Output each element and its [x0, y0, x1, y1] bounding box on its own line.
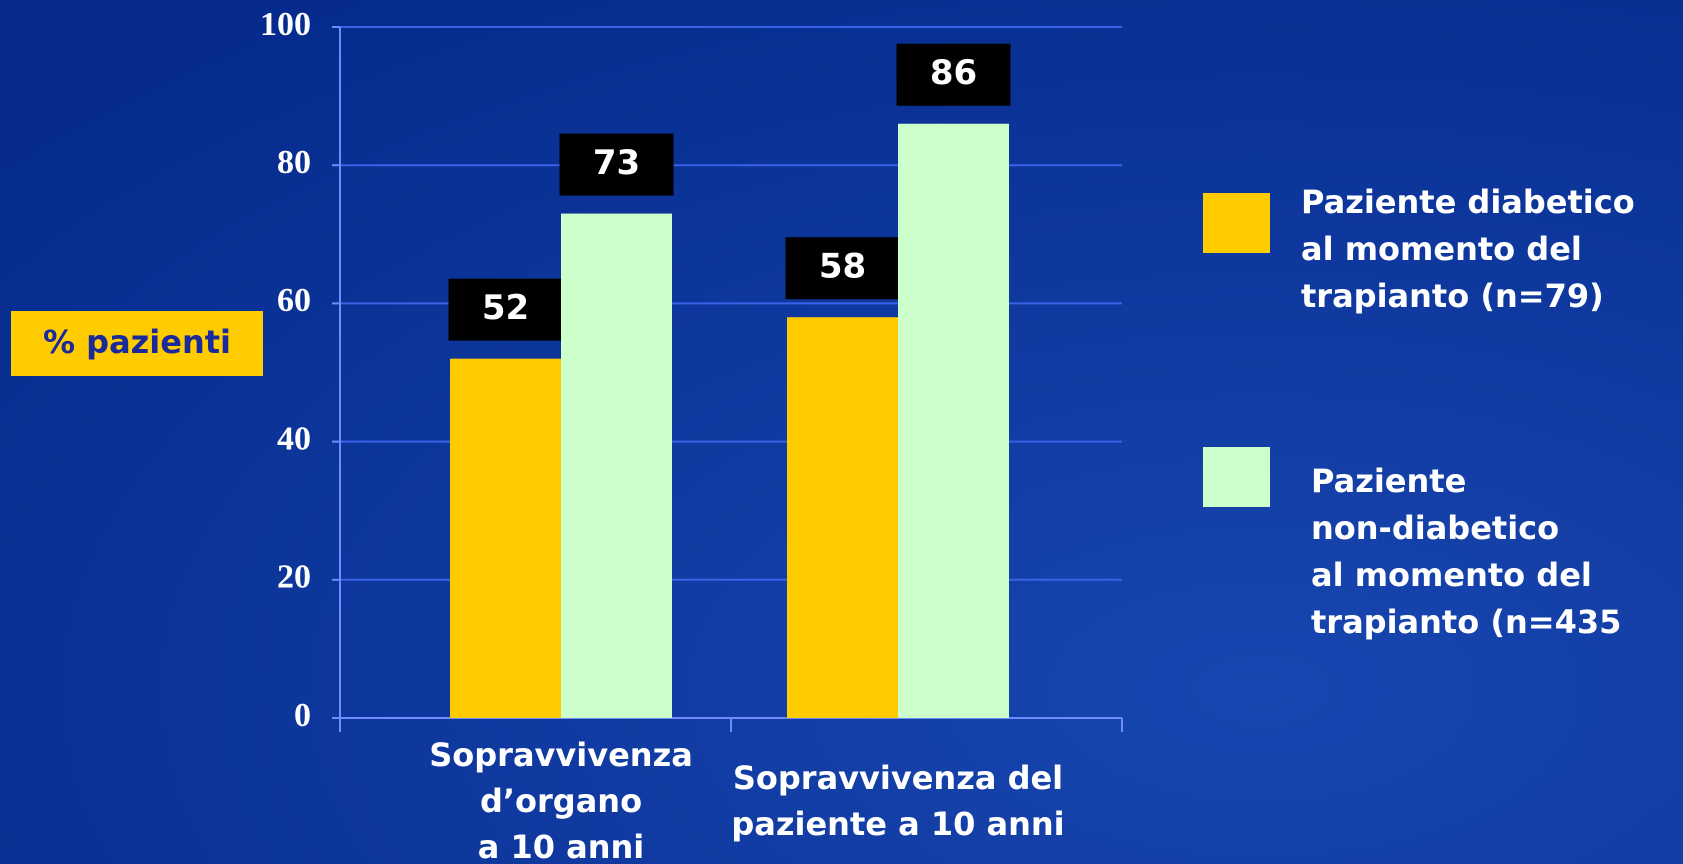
bar	[450, 358, 561, 718]
y-label: % pazienti	[43, 323, 231, 361]
value-label: 58	[819, 247, 866, 287]
value-label: 73	[593, 143, 640, 183]
legend-swatch	[1203, 193, 1270, 253]
bar	[787, 317, 898, 718]
y-tick-label: 0	[294, 697, 311, 734]
bar	[561, 213, 672, 718]
legend-label: Paziente non-diabetico al momento del trapi…	[1311, 462, 1621, 641]
bar	[898, 123, 1009, 719]
y-tick-label: 80	[277, 144, 311, 181]
x-tick-label: Sopravvivenza d’organo a 10 anni	[429, 736, 693, 864]
y-tick-label: 40	[277, 420, 311, 457]
y-tick-label: 60	[277, 282, 311, 319]
value-label-box	[785, 237, 900, 300]
y-label-box	[11, 311, 263, 376]
value-label: 86	[930, 53, 977, 93]
value-label-box	[448, 278, 563, 341]
value-label-box	[896, 43, 1011, 106]
legend-label: Paziente diabetico al momento del trapiant…	[1301, 183, 1635, 315]
value-label-box	[559, 133, 674, 196]
y-tick-label: 100	[260, 6, 311, 43]
value-label: 52	[482, 288, 529, 328]
x-tick-label: Sopravvivenza del paziente a 10 anni	[731, 759, 1064, 843]
legend-swatch	[1203, 447, 1270, 507]
y-tick-label: 20	[277, 559, 311, 596]
